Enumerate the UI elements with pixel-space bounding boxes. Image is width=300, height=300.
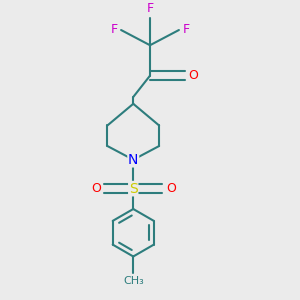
Text: F: F xyxy=(183,22,190,36)
Text: N: N xyxy=(128,153,139,167)
Text: F: F xyxy=(146,2,154,15)
Text: O: O xyxy=(166,182,176,195)
Text: F: F xyxy=(110,22,117,36)
Text: O: O xyxy=(189,69,199,82)
Text: S: S xyxy=(129,182,138,196)
Text: CH₃: CH₃ xyxy=(123,276,144,286)
Text: O: O xyxy=(91,182,101,195)
